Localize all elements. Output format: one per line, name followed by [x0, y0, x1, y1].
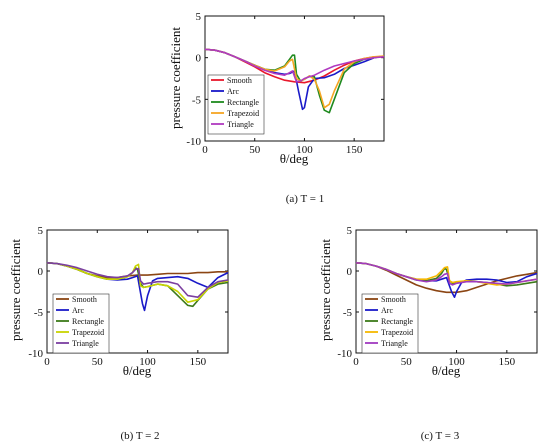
x-tick-label: 50 — [401, 356, 413, 368]
legend-label: Rectangle — [227, 98, 259, 107]
x-tick-label: 150 — [499, 356, 516, 368]
legend-label: Arc — [227, 87, 239, 96]
x-tick-label: 0 — [44, 356, 50, 368]
x-tick-label: 0 — [353, 356, 359, 368]
x-tick-label: 150 — [346, 144, 363, 156]
y-axis-label: pressure coefficient — [8, 239, 23, 341]
legend-label: Trapezoid — [227, 109, 259, 118]
y-tick-label: -10 — [28, 348, 43, 360]
legend-label: Trapezoid — [381, 328, 413, 337]
y-tick-label: 5 — [196, 11, 202, 23]
legend-label: Smooth — [227, 76, 252, 85]
x-tick-label: 0 — [202, 144, 208, 156]
x-tick-label: 100 — [296, 144, 313, 156]
legend-box — [207, 74, 265, 135]
legend-label: Triangle — [227, 120, 254, 129]
y-tick-label: 5 — [38, 225, 44, 237]
series-line-trapezoid — [46, 262, 229, 304]
legend-label: Arc — [72, 306, 84, 315]
x-tick-label: 150 — [190, 356, 207, 368]
series-line-triangle — [355, 262, 538, 286]
legend-label: Smooth — [72, 295, 97, 304]
y-tick-label: -5 — [343, 307, 353, 319]
y-tick-label: 0 — [347, 266, 353, 278]
x-tick-label: 100 — [139, 356, 156, 368]
y-tick-label: -10 — [186, 136, 201, 148]
legend-label: Trapezoid — [72, 328, 104, 337]
x-axis-label: θ/deg — [280, 151, 309, 166]
x-tick-label: 100 — [448, 356, 465, 368]
legend-label: Triangle — [381, 339, 408, 348]
y-tick-label: -5 — [34, 307, 44, 319]
legend-label: Rectangle — [381, 317, 413, 326]
y-axis-label: pressure coefficient — [168, 27, 183, 129]
caption: (c) T = 3 — [421, 430, 460, 442]
legend-label: Smooth — [381, 295, 406, 304]
x-axis-label: θ/deg — [123, 363, 152, 378]
caption: (b) T = 2 — [120, 430, 159, 442]
y-tick-label: 0 — [196, 53, 202, 65]
x-axis-label: θ/deg — [432, 363, 461, 378]
x-tick-label: 50 — [92, 356, 104, 368]
y-axis-label: pressure coefficient — [318, 239, 333, 341]
y-tick-label: -5 — [192, 94, 202, 106]
legend-label: Rectangle — [72, 317, 104, 326]
x-tick-label: 50 — [249, 144, 261, 156]
caption: (a) T = 1 — [286, 193, 324, 205]
legend-label: Arc — [381, 306, 393, 315]
y-tick-label: -10 — [337, 348, 352, 360]
series-line-triangle — [46, 262, 229, 299]
y-tick-label: 0 — [38, 266, 44, 278]
legend-label: Triangle — [72, 339, 99, 348]
series-line-triangle — [204, 48, 385, 83]
y-tick-label: 5 — [347, 225, 353, 237]
